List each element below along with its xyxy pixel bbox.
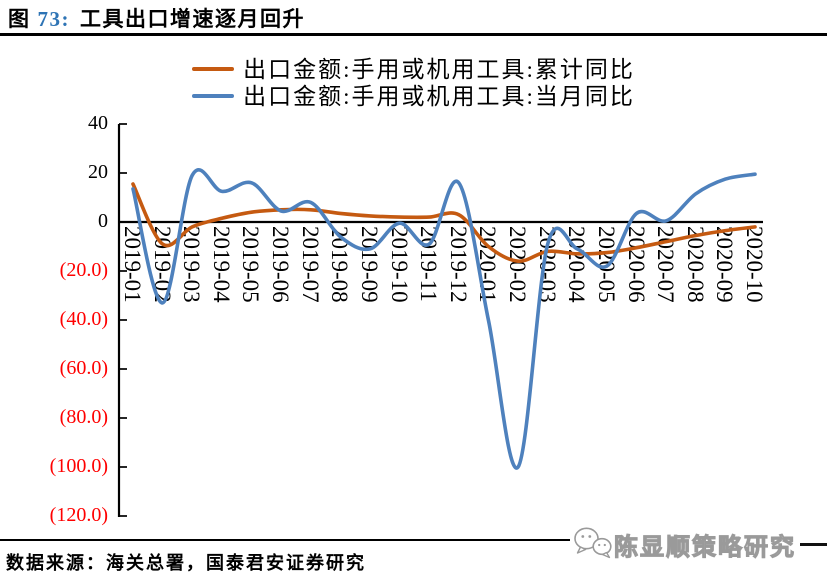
data-source: 数据来源：海关总署，国泰君安证券研究: [6, 553, 366, 573]
x-axis-label: 2020-04: [564, 226, 590, 303]
x-axis-label: 2020-08: [682, 226, 708, 303]
series-line-monthly: [131, 168, 757, 470]
y-axis-label: (20.0): [59, 259, 108, 281]
x-axis-label: 2019-10: [386, 226, 412, 303]
x-axis-label: 2019-03: [179, 226, 205, 303]
watermark: 陈显顺策略研究: [570, 523, 827, 565]
y-axis-label: (100.0): [49, 455, 108, 477]
y-axis-label: (120.0): [49, 504, 108, 526]
x-axis-label: 2020-05: [593, 226, 619, 303]
y-axis-label: (60.0): [59, 357, 108, 379]
legend-swatch-monthly: [192, 94, 235, 98]
y-axis-label: 20: [88, 161, 108, 183]
figure-title: 图 73: 工具出口增速逐月回升: [8, 3, 305, 33]
x-axis-label: 2020-07: [653, 226, 679, 303]
x-axis-label: 2020-02: [505, 226, 531, 303]
x-axis-label: 2019-08: [327, 226, 353, 303]
legend-swatch-cumulative: [192, 67, 235, 71]
legend-item-monthly: 出口金额:手用或机用工具:当月同比: [192, 83, 635, 109]
figure-number: 73:: [37, 7, 70, 31]
x-axis-label: 2019-04: [208, 226, 234, 303]
x-axis-label: 2019-06: [268, 226, 294, 303]
x-axis-label: 2019-02: [149, 226, 175, 303]
watermark-text: 陈显顺策略研究: [614, 534, 796, 561]
legend-label-monthly: 出口金额:手用或机用工具:当月同比: [243, 83, 635, 109]
x-axis-label: 2019-11: [416, 226, 442, 302]
wechat-bubbles-icon: [574, 527, 612, 559]
legend-label-cumulative: 出口金额:手用或机用工具:累计同比: [243, 56, 635, 82]
x-axis-label: 2019-09: [356, 226, 382, 303]
x-axis-label: 2020-06: [623, 226, 649, 303]
x-axis-label: 2020-01: [475, 226, 501, 303]
x-axis-label: 2019-12: [445, 226, 471, 303]
x-axis-label: 2020-03: [534, 226, 560, 303]
y-axis-label: (80.0): [59, 406, 108, 428]
y-axis-label: (40.0): [59, 308, 108, 330]
y-axis-label: 0: [98, 210, 108, 232]
watermark-line: [800, 542, 827, 546]
chart-legend: 出口金额:手用或机用工具:累计同比 出口金额:手用或机用工具:当月同比: [0, 56, 827, 109]
figure-title-prefix: 图: [8, 7, 31, 31]
figure-title-text: 工具出口增速逐月回升: [80, 7, 305, 31]
title-divider: [0, 33, 827, 36]
x-axis-label: 2019-01: [120, 226, 145, 303]
x-axis-label: 2019-05: [238, 226, 264, 303]
x-axis-label: 2020-10: [742, 226, 768, 303]
y-axis-label: 40: [88, 112, 108, 134]
x-axis-label: 2020-09: [712, 226, 738, 303]
legend-item-cumulative: 出口金额:手用或机用工具:累计同比: [192, 56, 635, 82]
x-axis-label: 2019-07: [297, 226, 323, 303]
footer-divider: [0, 539, 827, 541]
